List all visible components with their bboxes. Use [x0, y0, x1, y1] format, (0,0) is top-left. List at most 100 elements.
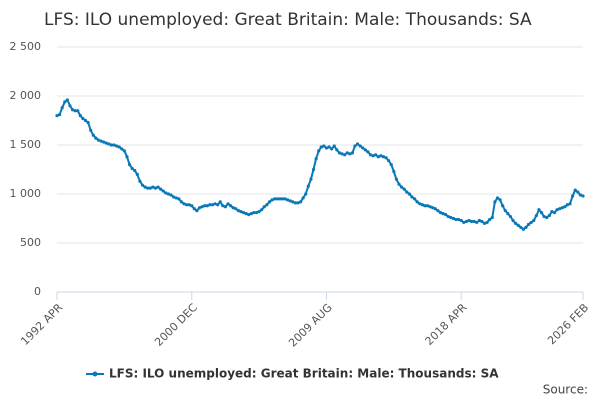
point: [324, 146, 329, 150]
point: [381, 155, 386, 159]
point: [60, 106, 64, 110]
x-tick-label: 2026 FEB: [545, 301, 591, 347]
y-tick-label: 500: [20, 236, 41, 249]
point: [529, 220, 533, 225]
point: [91, 133, 95, 137]
point: [208, 203, 212, 207]
point: [477, 218, 481, 223]
point: [394, 177, 399, 181]
point: [428, 205, 432, 209]
point: [298, 200, 303, 204]
point: [451, 216, 456, 221]
point: [361, 146, 365, 150]
point: [506, 212, 510, 216]
point: [467, 218, 471, 223]
point: [73, 109, 77, 113]
point: [293, 201, 297, 205]
point: [94, 136, 98, 140]
point: [190, 204, 194, 208]
point: [234, 207, 238, 211]
point: [156, 185, 160, 189]
point: [438, 211, 443, 215]
point: [57, 113, 62, 117]
point: [407, 192, 411, 196]
point: [140, 183, 145, 187]
point: [96, 138, 101, 142]
point: [355, 142, 360, 146]
point: [317, 149, 321, 153]
point: [376, 155, 380, 159]
point: [511, 218, 515, 223]
point: [112, 143, 116, 147]
point: [197, 206, 202, 210]
point: [195, 209, 199, 213]
point: [236, 209, 240, 213]
point: [78, 114, 82, 118]
point: [260, 208, 264, 212]
y-tick-label: 1 000: [10, 187, 42, 200]
point: [70, 108, 75, 112]
point: [125, 155, 129, 159]
source: Source:: [543, 383, 588, 397]
point: [164, 191, 168, 195]
point: [350, 151, 354, 155]
point: [565, 203, 570, 207]
point: [288, 199, 292, 203]
point: [322, 144, 326, 148]
point: [99, 139, 103, 143]
point: [177, 197, 181, 201]
point: [379, 154, 383, 158]
point: [524, 225, 528, 229]
point: [257, 210, 261, 214]
point: [262, 205, 266, 209]
point: [578, 193, 583, 197]
point: [542, 214, 546, 219]
point: [159, 187, 163, 191]
point: [291, 200, 295, 204]
point: [221, 204, 225, 208]
point: [340, 152, 344, 156]
point: [138, 179, 142, 183]
point: [143, 185, 147, 189]
point: [254, 211, 259, 215]
point: [314, 157, 318, 161]
point: [241, 211, 246, 215]
point: [81, 116, 85, 121]
point: [508, 214, 513, 219]
point: [273, 197, 277, 201]
point: [374, 153, 378, 157]
point: [501, 204, 505, 208]
point: [148, 186, 152, 190]
point: [76, 109, 80, 113]
point: [187, 203, 191, 207]
y-tick-label: 2 000: [10, 89, 42, 102]
point: [454, 217, 458, 222]
point: [431, 206, 435, 210]
point: [216, 203, 220, 207]
point: [306, 184, 310, 188]
point: [114, 144, 119, 148]
point: [301, 196, 305, 200]
point: [210, 203, 215, 207]
point: [153, 186, 158, 190]
point: [532, 218, 536, 223]
point: [244, 212, 248, 216]
point: [480, 219, 484, 224]
point: [172, 195, 176, 199]
point: [464, 219, 468, 224]
point: [560, 206, 564, 210]
chart-title: LFS: ILO unemployed: Great Britain: Male…: [44, 10, 532, 30]
x-tick-label: 2018 APR: [423, 301, 470, 348]
point: [330, 147, 334, 151]
point: [539, 211, 544, 215]
point: [107, 142, 111, 146]
point: [387, 159, 391, 163]
point: [397, 182, 401, 186]
point: [205, 204, 209, 208]
point: [335, 148, 339, 152]
point: [65, 98, 69, 102]
point: [280, 197, 285, 201]
point: [283, 197, 287, 201]
point: [555, 208, 559, 212]
